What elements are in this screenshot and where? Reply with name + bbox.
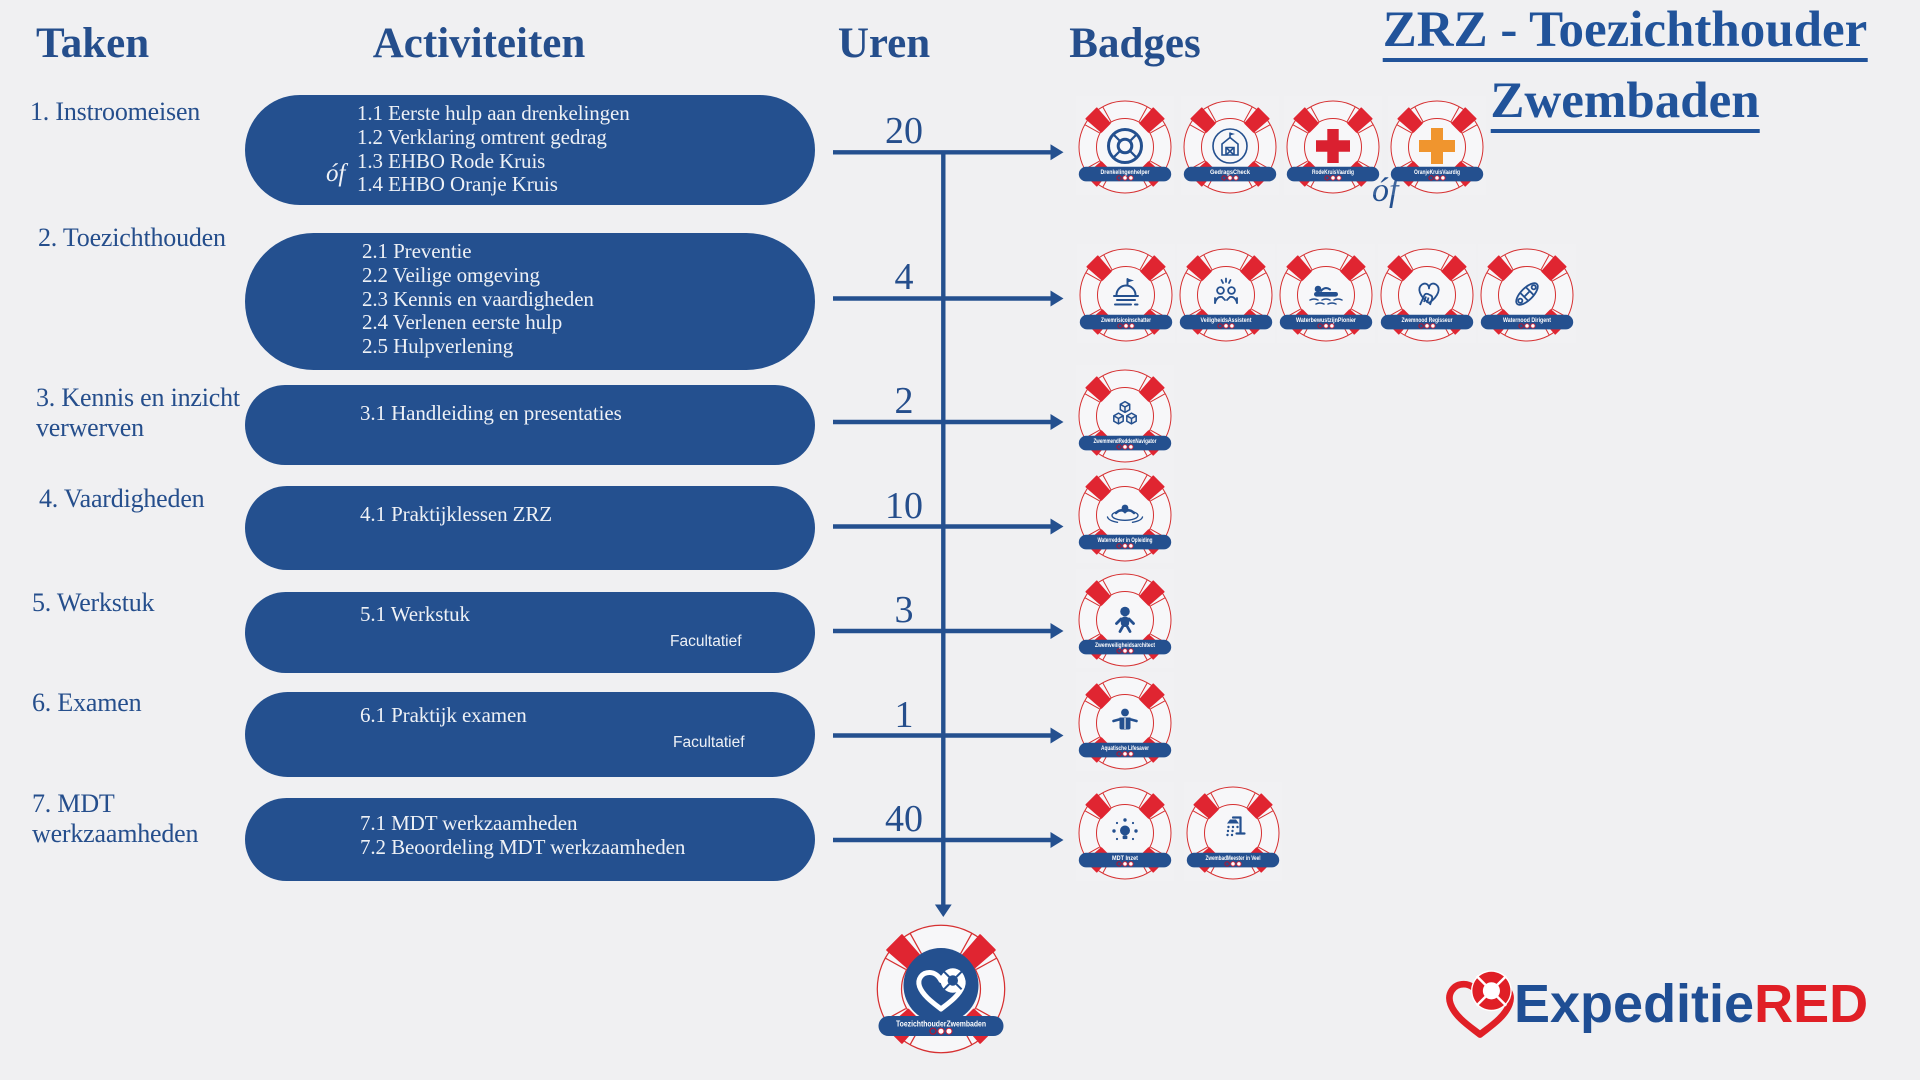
svg-text:GedragsCheck: GedragsCheck [1210, 169, 1251, 176]
svg-text:Zwemnood Regisseur: Zwemnood Regisseur [1402, 317, 1453, 324]
svg-text:Zwemrisicoinschatter: Zwemrisicoinschatter [1101, 317, 1151, 324]
svg-text:WaterbewustzijnPionier: WaterbewustzijnPionier [1296, 317, 1357, 324]
svg-text:Drenkelingenhelper: Drenkelingenhelper [1101, 169, 1150, 176]
svg-text:Zwemveiligheidsarchitect: Zwemveiligheidsarchitect [1095, 642, 1155, 649]
svg-text:MDT Inzet: MDT Inzet [1112, 854, 1138, 861]
svg-text:ZwembadMeester in Veel: ZwembadMeester in Veel [1205, 854, 1260, 861]
svg-text:ExpeditieRED: ExpeditieRED [1514, 974, 1868, 1034]
svg-text:ZwemmendReddenNavigator: ZwemmendReddenNavigator [1094, 438, 1157, 445]
svg-text:Waternood Dirigent: Waternood Dirigent [1503, 317, 1551, 324]
svg-text:RodeKruisVaardig: RodeKruisVaardig [1312, 169, 1354, 176]
svg-text:VeiligheidsAssistent: VeiligheidsAssistent [1201, 317, 1252, 324]
svg-text:Aquatische Lifesaver: Aquatische Lifesaver [1101, 744, 1149, 751]
svg-text:Waterredder in Opleiding: Waterredder in Opleiding [1098, 537, 1153, 544]
svg-text:ToezichthouderZwembaden: ToezichthouderZwembaden [896, 1019, 986, 1029]
svg-text:OranjeKruisVaardig: OranjeKruisVaardig [1414, 169, 1460, 176]
